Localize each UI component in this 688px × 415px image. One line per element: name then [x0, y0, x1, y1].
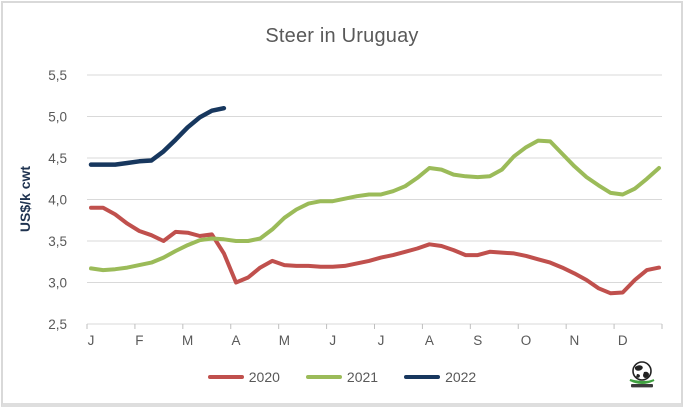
- gridlines: [87, 74, 662, 325]
- y-tick-label: 4,5: [48, 151, 67, 166]
- legend-label-2020: 2020: [248, 369, 280, 385]
- y-tick-label: 2,5: [48, 317, 67, 332]
- x-tick-label: A: [425, 333, 434, 348]
- y-tick-label: 3,5: [48, 234, 67, 249]
- x-tick-label: S: [473, 333, 482, 348]
- x-tick-label: J: [329, 333, 336, 348]
- x-tick-label: M: [279, 333, 290, 348]
- x-axis-ticks: [86, 324, 663, 329]
- x-tick-label: A: [232, 333, 241, 348]
- legend-label-2022: 2022: [445, 369, 477, 385]
- x-tick-label: J: [378, 333, 385, 348]
- x-tick-label: M: [182, 333, 193, 348]
- legend: 2020 2021 2022: [3, 369, 681, 385]
- x-tick-label: D: [618, 333, 628, 348]
- x-tick-label: O: [521, 333, 532, 348]
- y-tick-label: 3,0: [48, 276, 67, 291]
- series-2021-line: [89, 138, 661, 273]
- chart-title: Steer in Uruguay: [265, 25, 419, 47]
- chart-frame: Steer in Uruguay US$/k cwt 2,5 3,0 3,5 4,0 4…: [1, 1, 683, 407]
- y-tick-label: 4,0: [48, 193, 67, 208]
- x-tick-label: N: [570, 333, 580, 348]
- legend-swatch-2022: [404, 375, 441, 379]
- x-tick-label: F: [135, 333, 143, 348]
- y-tick-label: 5,0: [48, 110, 67, 125]
- series-2020-line: [89, 205, 661, 296]
- legend-item-2021: 2021: [305, 369, 379, 385]
- series-2022-line: [88, 105, 227, 167]
- legend-item-2020: 2020: [207, 369, 280, 385]
- y-tick-labels: 2,5 3,0 3,5 4,0 4,5 5,0 5,5: [48, 68, 67, 332]
- globe-logo-icon: [629, 361, 655, 388]
- logo-wordmark: [631, 384, 653, 388]
- y-tick-label: 5,5: [48, 68, 67, 83]
- plot-area: 2,5 3,0 3,5 4,0 4,5 5,0 5,5 J F M A M J J A S O N D: [48, 68, 663, 348]
- x-tick-label: J: [88, 333, 95, 348]
- legend-label-2021: 2021: [346, 369, 379, 385]
- legend-item-2022: 2022: [404, 369, 476, 385]
- legend-swatch-2020: [207, 375, 244, 379]
- legend-swatch-2021: [305, 375, 342, 379]
